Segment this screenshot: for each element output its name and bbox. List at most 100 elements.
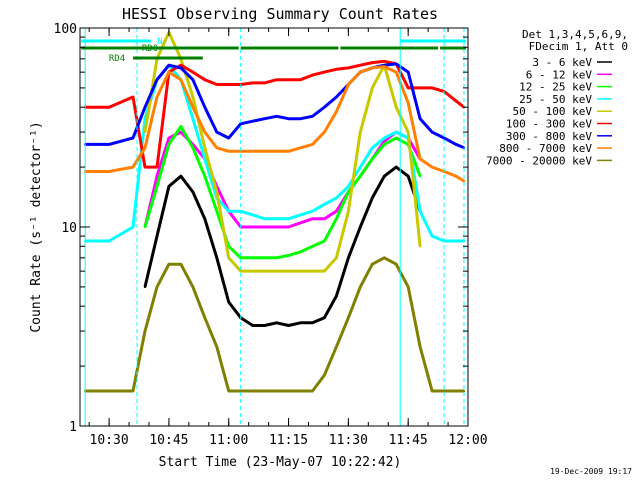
x-tick-label: 10:30 [90, 433, 129, 448]
data-point [155, 166, 158, 169]
x-tick-label: 11:45 [389, 433, 428, 448]
data-point [323, 203, 326, 206]
data-point [383, 143, 386, 146]
data-point [299, 321, 302, 324]
data-point [359, 226, 362, 228]
data-point [323, 374, 326, 377]
legend-label: 6 - 12 keV [526, 68, 593, 81]
data-point [227, 245, 230, 248]
data-point [407, 86, 410, 89]
data-point [179, 131, 182, 134]
data-point [251, 213, 254, 216]
data-point [419, 117, 422, 120]
data-point [335, 217, 338, 220]
data-point [463, 389, 466, 392]
data-point [407, 131, 410, 134]
data-point [251, 324, 254, 327]
data-point [143, 146, 146, 149]
data-point [251, 389, 254, 392]
data-point [227, 137, 230, 140]
series-line [143, 165, 422, 327]
data-point [335, 210, 338, 213]
data-point [203, 316, 206, 319]
data-point [263, 324, 266, 327]
data-point [203, 106, 206, 109]
data-point [335, 256, 338, 259]
data-point [275, 256, 278, 259]
data-point [323, 217, 326, 220]
data-point [275, 115, 278, 118]
data-point [203, 78, 206, 81]
data-point [191, 96, 194, 99]
chart-title: HESSI Observing Summary Count Rates [122, 5, 438, 23]
data-point [335, 295, 338, 298]
data-point [203, 157, 206, 160]
data-point [347, 210, 350, 213]
data-point [215, 131, 218, 134]
data-point [299, 213, 302, 216]
data-point [191, 71, 194, 74]
data-point [419, 175, 422, 178]
data-point [299, 78, 302, 81]
data-point [155, 285, 158, 288]
data-point [275, 270, 278, 273]
data-point [263, 217, 266, 220]
data-point [359, 131, 362, 134]
data-point [132, 96, 135, 99]
data-point [443, 137, 446, 140]
data-point [227, 210, 230, 213]
data-point [395, 131, 398, 134]
x-tick-label: 10:45 [149, 433, 188, 448]
data-point [407, 175, 410, 178]
data-point [239, 256, 242, 259]
data-point [335, 96, 338, 99]
data-point [311, 143, 314, 146]
legend-label: 12 - 25 keV [519, 81, 592, 94]
data-point [359, 175, 362, 178]
data-point [191, 117, 194, 120]
data-point [263, 270, 266, 273]
data-point [143, 330, 146, 333]
data-point [311, 74, 314, 77]
data-point [371, 146, 374, 149]
data-point [155, 78, 158, 81]
data-point [143, 106, 146, 109]
data-point [275, 78, 278, 81]
data-point [431, 86, 434, 89]
data-point [383, 137, 386, 140]
data-point [311, 270, 314, 273]
data-point [371, 66, 374, 69]
data-point [179, 175, 182, 178]
x-tick-label: 11:15 [269, 433, 308, 448]
data-point [287, 324, 290, 327]
data-point [215, 256, 218, 259]
data-point [463, 180, 466, 183]
footer-timestamp: 19-Dec-2009 19:17 [550, 467, 632, 476]
y-tick-label: 1 [69, 420, 77, 435]
data-point [323, 131, 326, 134]
data-point [407, 101, 410, 104]
data-point [191, 190, 194, 193]
data-point [383, 175, 386, 178]
data-point [143, 117, 146, 120]
data-point [299, 250, 302, 253]
x-tick-label: 11:00 [209, 433, 248, 448]
data-point [167, 71, 170, 74]
legend-header-line-1: Det 1,3,4,5,6,9, [522, 28, 628, 41]
data-point [299, 389, 302, 392]
data-point [299, 221, 302, 224]
data-point [311, 210, 314, 213]
data-point [347, 83, 350, 86]
data-point [263, 81, 266, 84]
data-point [359, 166, 362, 169]
data-point [311, 321, 314, 324]
annotation-label: RD4 [109, 54, 125, 64]
data-point [215, 190, 218, 193]
data-point [335, 345, 338, 348]
data-point [143, 166, 146, 169]
data-point [311, 217, 314, 220]
data-point [287, 217, 290, 220]
legend-label: 25 - 50 keV [519, 93, 592, 106]
data-point [191, 146, 194, 149]
data-point [299, 146, 302, 149]
